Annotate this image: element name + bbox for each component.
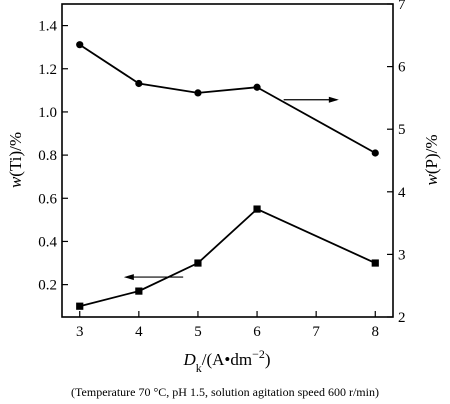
left-y-axis: 0.2 0.4 0.6 0.8 1.0 1.2 1.4	[38, 19, 68, 294]
data-point-circle	[194, 89, 202, 97]
x-tick-label: 3	[76, 324, 84, 340]
left-y-tick-label: 0.4	[38, 234, 57, 250]
x-axis: 3 4 5 6 7 8	[76, 311, 379, 340]
data-point-circle	[253, 83, 261, 91]
series-layer	[76, 41, 379, 310]
data-point-square	[194, 259, 202, 267]
data-point-square	[253, 205, 261, 213]
axis-indicator-arrow-head	[123, 274, 134, 281]
right-y-tick-label: 4	[398, 185, 406, 201]
series-line-ti	[79, 208, 376, 308]
right-y-axis: 2 3 4 5 6 7	[387, 0, 406, 326]
data-point-circle	[76, 41, 84, 49]
plot-frame	[61, 3, 394, 318]
data-point-circle	[371, 149, 379, 157]
data-point-square	[135, 287, 143, 295]
left-y-tick-label: 1.2	[38, 62, 57, 78]
x-tick-label: 6	[253, 324, 261, 340]
data-point-circle	[135, 79, 143, 88]
left-y-tick-label: 0.2	[38, 278, 57, 294]
left-y-tick-label: 0.6	[38, 191, 57, 207]
data-point-square	[76, 302, 84, 310]
data-point-square	[371, 259, 379, 267]
left-y-tick-label: 1.4	[38, 19, 57, 35]
x-axis-label: Dk/(A•dm−2)	[182, 347, 270, 375]
left-y-tick-label: 0.8	[38, 148, 57, 164]
caption: (Temperature 70 °C, pH 1.5, solution agi…	[71, 385, 379, 399]
axis-indicator-arrow-head	[328, 96, 339, 103]
x-tick-label: 4	[135, 324, 143, 340]
right-y-tick-label: 6	[398, 60, 406, 76]
left-axis-label: w(Ti)/%	[6, 132, 25, 188]
right-axis-label: w(P)/%	[422, 134, 441, 185]
x-tick-label: 8	[372, 324, 380, 340]
right-y-tick-label: 2	[398, 310, 406, 326]
left-y-tick-label: 1.0	[38, 105, 57, 121]
right-y-tick-label: 3	[398, 247, 406, 263]
right-y-tick-label: 5	[398, 122, 406, 138]
x-tick-label: 7	[312, 324, 320, 340]
right-y-tick-label: 7	[398, 0, 406, 13]
x-tick-label: 5	[194, 324, 202, 340]
